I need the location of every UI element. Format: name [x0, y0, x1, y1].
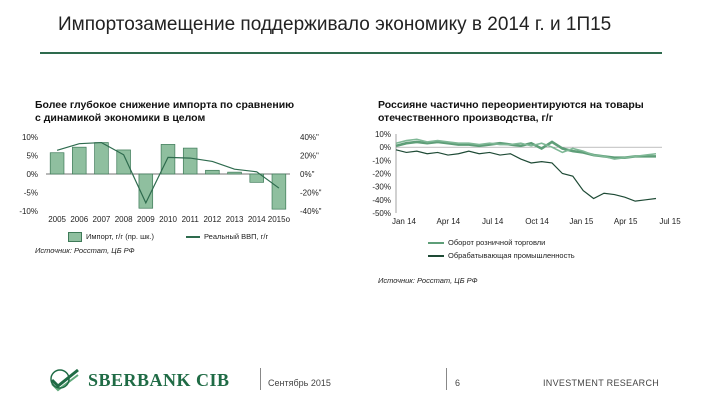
- left-subtitle-line1: Более глубокое снижение импорта по сравн…: [35, 99, 295, 111]
- right-y-tick: -20%": [300, 189, 322, 198]
- footer-divider-2: [446, 368, 447, 390]
- footer-divider-1: [260, 368, 261, 390]
- left-y-tick: 10%: [22, 133, 38, 142]
- import-bar: [116, 149, 131, 175]
- right-x-tick: Jan 14: [392, 217, 417, 226]
- right-y-tick: 40%": [300, 133, 319, 142]
- import-bar: [138, 173, 154, 209]
- import-bar: [72, 146, 87, 175]
- manufacturing-line: [395, 149, 657, 202]
- left-x-tick: 2011: [182, 215, 200, 224]
- legend-import-swatch: [68, 232, 82, 243]
- left-x-tick: 2012: [203, 215, 221, 224]
- legend-gdp: Реальный ВВП, г/г: [186, 232, 268, 241]
- import-bar: [249, 173, 264, 183]
- right-y-tick: -30%: [372, 183, 391, 192]
- legend-industry: Обрабатывающая промышленность: [428, 251, 575, 260]
- sberbank-logo-icon: [50, 368, 79, 392]
- left-x-tick: 2014: [248, 215, 266, 224]
- right-x-tick: Apr 14: [437, 217, 461, 226]
- footer-date: Сентябрь 2015: [268, 378, 331, 388]
- left-subtitle-line2: с динамикой экономики в целом: [35, 112, 206, 124]
- legend-gdp-label: Реальный ВВП, г/г: [204, 232, 269, 241]
- legend-retail: Оборот розничной торговли: [428, 238, 545, 247]
- left-x-tick: 2009: [137, 215, 155, 224]
- left-x-tick: 2013: [226, 215, 244, 224]
- right-y-tick: -40%": [300, 207, 322, 216]
- right-y-tick: -10%: [372, 156, 391, 165]
- left-y-tick: -10%: [19, 207, 38, 216]
- import-bar: [227, 171, 242, 175]
- right-x-tick: Jul 15: [659, 217, 681, 226]
- right-y-tick: 0%: [379, 143, 391, 152]
- legend-import: Импорт, г/г (пр. шк.): [68, 232, 154, 243]
- legend-gdp-swatch: [186, 236, 200, 239]
- legend-industry-label: Обрабатывающая промышленность: [448, 251, 575, 260]
- import-bar: [271, 173, 287, 210]
- right-subtitle-line1: Россияне частично переориентируются на т…: [378, 99, 644, 111]
- logo-text: SBERBANK CIB: [88, 369, 230, 390]
- import-bar: [205, 169, 220, 175]
- right-x-tick: Apr 15: [614, 217, 638, 226]
- right-subtitle: Россияне частично переориентируются на т…: [378, 99, 644, 125]
- left-x-tick: 2015о: [268, 215, 291, 224]
- left-subtitle: Более глубокое снижение импорта по сравн…: [35, 99, 294, 125]
- legend-import-label: Импорт, г/г (пр. шк.): [86, 232, 154, 241]
- footer-page: 6: [455, 378, 461, 388]
- left-x-tick: 2008: [115, 215, 133, 224]
- right-y-tick: 10%: [375, 130, 391, 139]
- left-y-tick: -5%: [24, 189, 38, 198]
- gdp-line: [56, 141, 280, 205]
- footer-tagline: INVESTMENT RESEARCH: [543, 378, 660, 388]
- title-rule: [40, 52, 662, 54]
- left-source: Источник: Росстат, ЦБ РФ: [35, 246, 135, 255]
- right-subtitle-line2: отечественного производства, г/г: [378, 112, 554, 124]
- import-bar: [182, 147, 198, 175]
- sberbank-logo: SBERBANK CIB: [48, 368, 230, 392]
- right-x-tick: Jan 15: [569, 217, 594, 226]
- legend-retail-label: Оборот розничной торговли: [448, 238, 546, 247]
- right-x-tick: Jul 14: [482, 217, 504, 226]
- left-x-tick: 2007: [93, 215, 111, 224]
- slide-title: Импортозамещение поддерживало экономику …: [58, 14, 612, 35]
- left-y-tick: 5%: [26, 152, 38, 161]
- right-y-tick: 0%": [300, 170, 315, 179]
- import-bar: [49, 152, 65, 175]
- third-series-line: [395, 138, 657, 160]
- right-y-tick: -20%: [372, 170, 391, 179]
- right-y-tick: 20%": [300, 152, 319, 161]
- legend-industry-swatch: [428, 255, 444, 258]
- right-y-tick: -50%: [372, 209, 391, 218]
- left-x-tick: 2005: [48, 215, 66, 224]
- import-bar: [160, 144, 176, 175]
- right-source: Источник: Росстат, ЦБ РФ: [378, 276, 478, 285]
- left-x-tick: 2010: [159, 215, 177, 224]
- right-x-tick: Oct 14: [525, 217, 549, 226]
- left-y-tick: 0%: [26, 170, 38, 179]
- left-x-tick: 2006: [70, 215, 88, 224]
- right-y-tick: -40%: [372, 196, 391, 205]
- legend-retail-swatch: [428, 242, 444, 245]
